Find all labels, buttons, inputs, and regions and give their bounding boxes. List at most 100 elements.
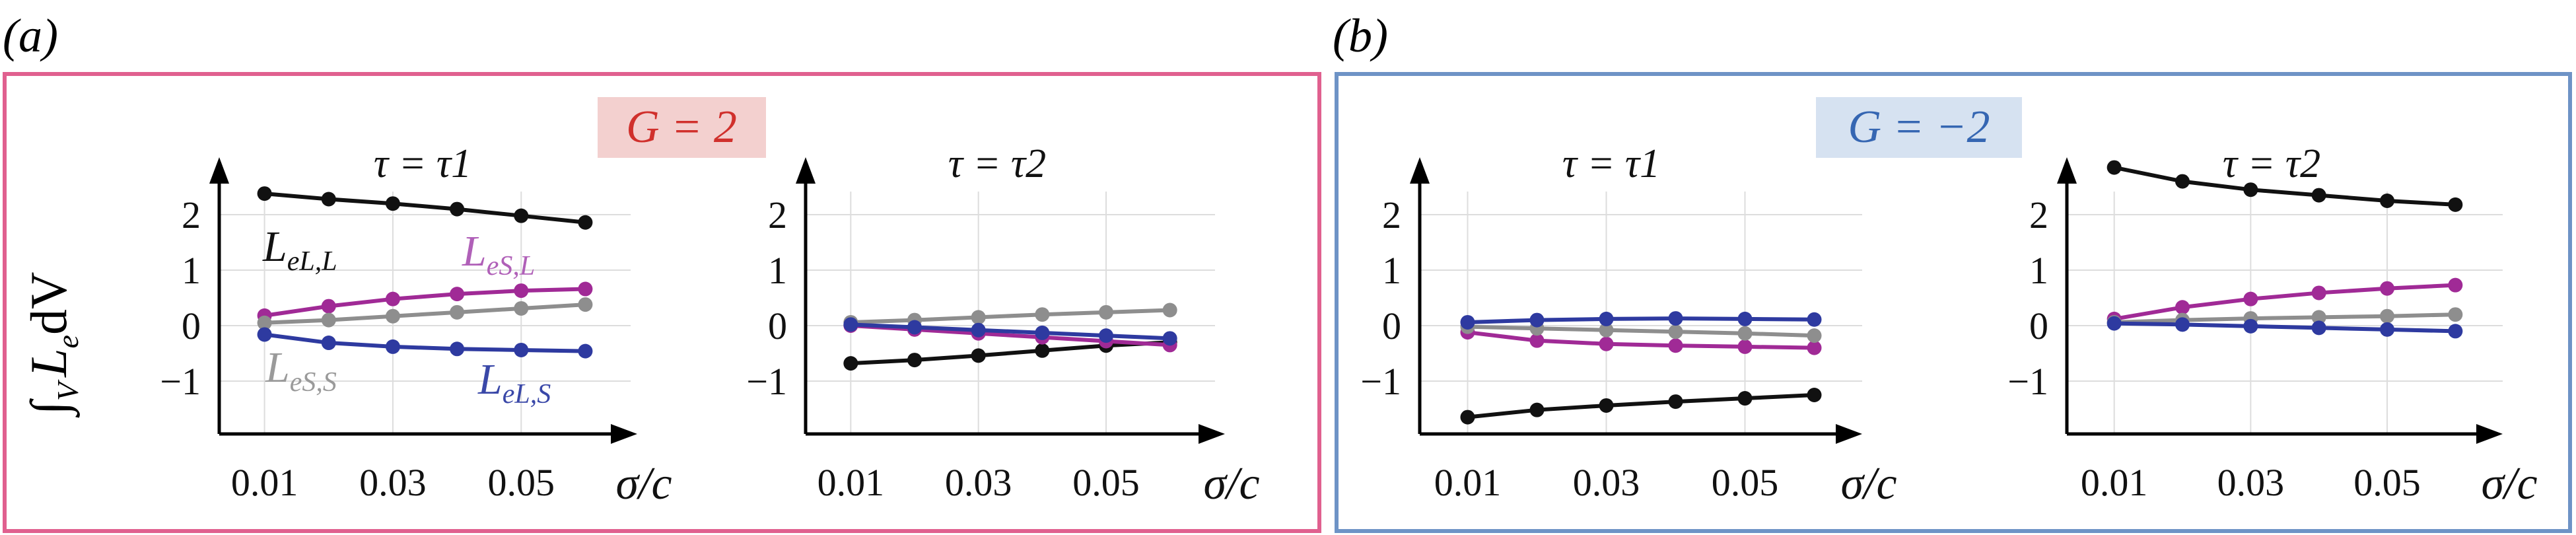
- panel-a-frame: [3, 72, 1321, 533]
- data-point: [257, 315, 272, 330]
- series-line: [264, 287, 586, 318]
- x-tick-label: 0.03: [945, 461, 1012, 504]
- y-tick-label: 1: [1382, 249, 1401, 292]
- data-point: [578, 343, 593, 359]
- data-point: [450, 304, 465, 320]
- data-point: [1529, 402, 1545, 417]
- data-point: [450, 287, 465, 302]
- y-tick-label: −1: [1360, 360, 1401, 403]
- data-point: [321, 312, 336, 328]
- y-tick-label: −1: [160, 360, 201, 403]
- series-line: [2114, 283, 2456, 321]
- series-line: [264, 303, 586, 325]
- chart-title: τ = τ2: [2223, 141, 2320, 186]
- data-point: [321, 336, 336, 351]
- data-point: [2175, 300, 2190, 315]
- data-point: [1737, 339, 1753, 354]
- series-line: [2114, 321, 2456, 334]
- y-axis-arrow: [1410, 157, 1430, 184]
- data-point: [1807, 388, 1822, 402]
- data-point: [1099, 328, 1113, 343]
- panel-b-badge-text: G = −2: [1848, 102, 1990, 153]
- data-point: [1737, 326, 1753, 341]
- x-tick-label: 0.05: [1712, 461, 1779, 504]
- data-point: [1035, 307, 1050, 322]
- data-point: [1035, 343, 1050, 358]
- y-tick-label: 1: [182, 249, 201, 292]
- data-point: [1668, 338, 1683, 353]
- data-point: [1737, 311, 1753, 326]
- data-point: [1460, 314, 1475, 330]
- data-point: [2380, 308, 2394, 324]
- x-tick-label: 0.05: [1072, 461, 1140, 504]
- data-point: [1529, 312, 1545, 328]
- data-point: [385, 308, 400, 324]
- data-point: [450, 341, 465, 357]
- data-point: [2448, 307, 2463, 322]
- data-point: [1162, 303, 1177, 318]
- panel-b-badge: [1816, 97, 2022, 158]
- x-tick-label: 0.05: [2353, 461, 2421, 504]
- data-point: [2243, 318, 2258, 334]
- data-point: [1599, 322, 1614, 338]
- data-point: [1529, 333, 1545, 348]
- y-axis-arrow: [796, 157, 816, 184]
- series-line: [264, 332, 586, 353]
- data-point: [2380, 281, 2394, 296]
- series-line: [1467, 316, 1815, 324]
- panel-a-badge: [598, 97, 766, 158]
- panel-a: (a) G = 2 ∫VLedV 2 1 0 −1 0.01 0.03 0.05 σ/c τ =…: [3, 9, 1321, 533]
- data-point: [1162, 331, 1177, 346]
- data-point: [2243, 291, 2258, 306]
- y-tick-label: 0: [1382, 304, 1401, 347]
- y-tick-label: 2: [1382, 194, 1401, 236]
- series-line: [1467, 393, 1815, 419]
- y-tick-label: 1: [2029, 249, 2048, 292]
- y-tick-label: 0: [182, 304, 201, 347]
- data-point: [2311, 188, 2326, 203]
- y-tick-label: 0: [2029, 304, 2048, 347]
- svg-text:∫VLedV: ∫VLedV: [20, 272, 85, 419]
- y-tick-label: 0: [768, 304, 787, 347]
- x-axis-label: σ/c: [1203, 458, 1259, 509]
- panel-b-frame: [1335, 72, 2572, 533]
- curve-label-les-l: LeS,L: [462, 227, 535, 281]
- chart-a-tau2: 2 1 0 −1 0.01 0.03 0.05 σ/c τ = τ2: [746, 141, 1259, 509]
- data-point: [843, 356, 858, 371]
- data-point: [1807, 312, 1822, 327]
- y-tick-label: 2: [768, 194, 787, 236]
- series-line: [851, 324, 1170, 347]
- data-point: [2106, 160, 2122, 175]
- chart-b-tau2: 2 1 0 −1 0.01 0.03 0.05 σ/c τ = τ2: [2007, 141, 2537, 509]
- data-point: [514, 342, 529, 357]
- data-point: [2380, 322, 2394, 337]
- x-tick-label: 0.03: [359, 461, 427, 504]
- data-point: [321, 192, 336, 207]
- x-axis-label: σ/c: [615, 458, 672, 509]
- y-axis-arrow: [209, 157, 229, 184]
- panel-a-badge-text: G = 2: [626, 102, 737, 153]
- series-line: [1467, 324, 1815, 338]
- series-line: [2114, 165, 2456, 207]
- x-tick-label: 0.01: [2081, 461, 2148, 504]
- series-line: [851, 308, 1170, 324]
- data-point: [907, 353, 922, 368]
- panel-a-label: (a): [3, 9, 58, 62]
- data-point: [1668, 394, 1683, 410]
- panel-b-label: (b): [1333, 9, 1388, 62]
- data-point: [2311, 320, 2326, 336]
- data-point: [1807, 340, 1822, 355]
- y-tick-label: 1: [768, 249, 787, 292]
- chart-title: τ = τ1: [374, 141, 471, 186]
- data-point: [578, 281, 593, 297]
- y-tick-label: −1: [746, 360, 787, 403]
- y-tick-label: 2: [2029, 194, 2048, 236]
- x-axis-arrow: [1199, 424, 1225, 444]
- data-point: [257, 327, 272, 342]
- x-tick-label: 0.05: [488, 461, 555, 504]
- data-point: [385, 291, 400, 306]
- series-line: [2114, 312, 2456, 324]
- data-point: [1460, 410, 1475, 425]
- data-point: [578, 215, 593, 230]
- data-point: [257, 186, 272, 201]
